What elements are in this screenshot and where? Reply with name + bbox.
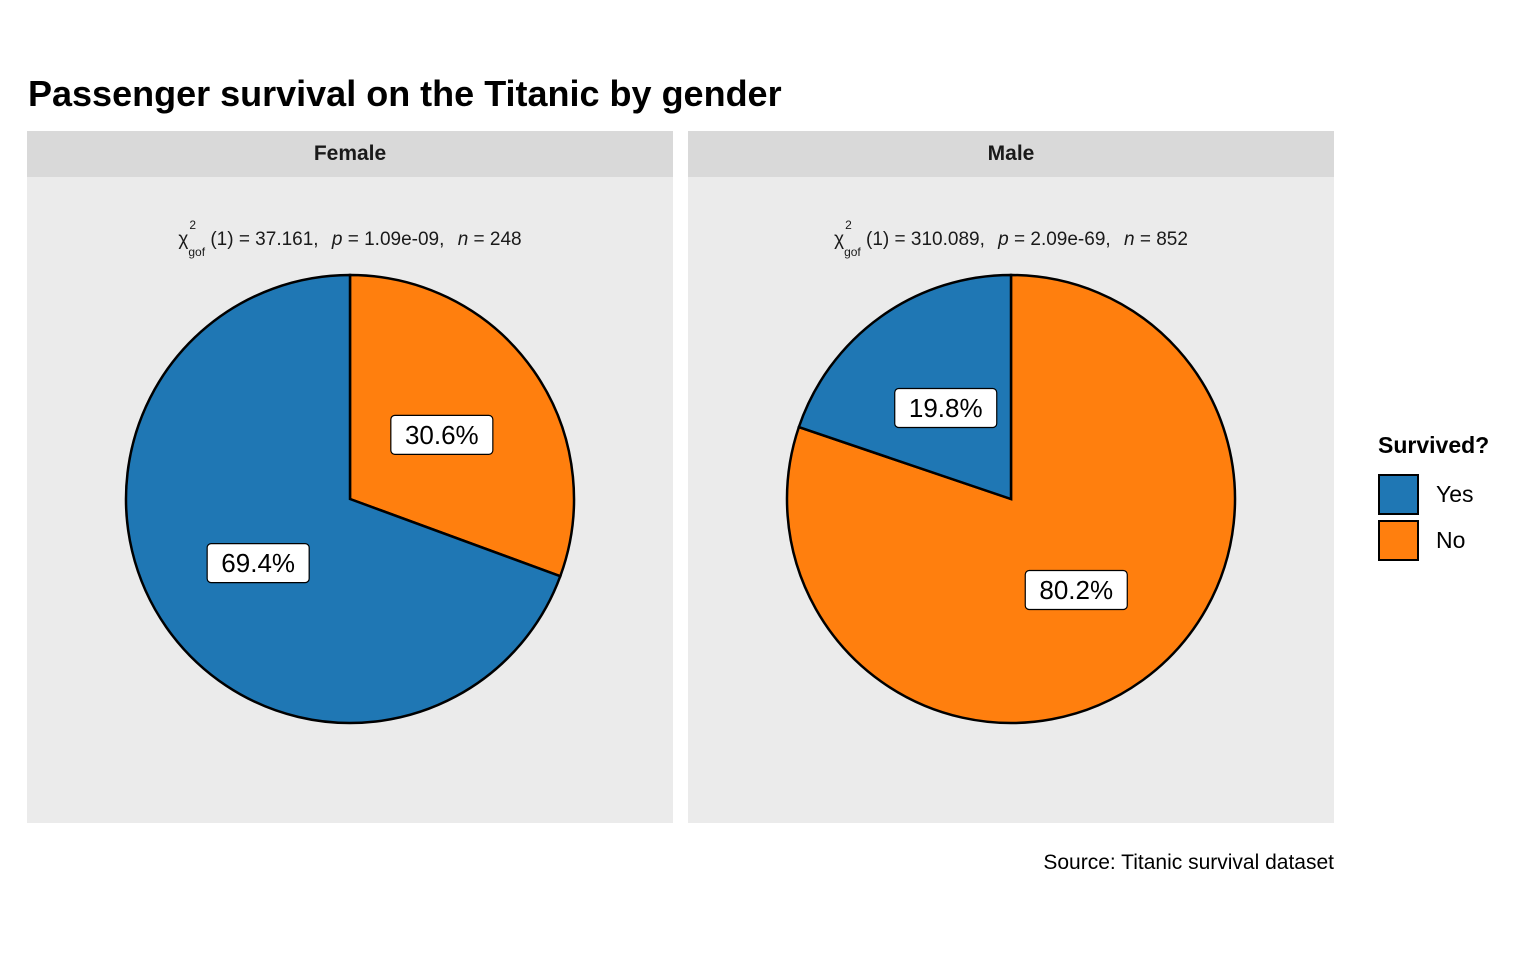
slice-label-yes: 69.4% <box>206 543 310 584</box>
legend-title: Survived? <box>1378 432 1490 458</box>
n-symbol: n <box>1123 229 1135 250</box>
legend-key-yes <box>1378 473 1419 515</box>
chi-value: (1) = 37.161, <box>210 229 319 250</box>
n-symbol: n <box>457 229 469 250</box>
stat-subtitle-male: χ 2 gof (1) = 310.089, p = 2.09e-69, n = 8… <box>688 218 1334 259</box>
chi-symbol: χ 2 gof <box>834 218 861 259</box>
legend-key-no <box>1378 519 1419 561</box>
slice-label-no: 30.6% <box>390 414 494 455</box>
legend-label-no: No <box>1436 526 1466 553</box>
p-symbol: p <box>998 229 1009 250</box>
chi-value: (1) = 310.089, <box>866 229 985 250</box>
facet-panel-female: Female χ 2 gof (1) = 37.161, p = 1.09e-09,… <box>27 131 673 823</box>
slice-label-box <box>1024 569 1128 611</box>
pie-slice-yes <box>797 273 1013 501</box>
chart-title: Passenger survival on the Titanic by gen… <box>28 73 782 114</box>
facet-strip-male: Male <box>688 131 1334 177</box>
slice-label-box <box>894 387 998 429</box>
slice-label-yes: 19.8% <box>894 387 998 429</box>
p-value: = 1.09e-09, <box>347 229 445 250</box>
slice-label-text: 19.8% <box>909 393 983 423</box>
p-value: = 2.09e-69, <box>1014 229 1111 250</box>
slice-label-text: 30.6% <box>405 420 479 450</box>
legend-item-yes: Yes <box>1378 471 1489 517</box>
facet-panel-male: Male χ 2 gof (1) = 310.089, p = 2.09e-69, … <box>688 131 1334 823</box>
slice-label-text: 69.4% <box>221 548 295 578</box>
pie-slice-yes <box>124 273 562 725</box>
slice-label-text: 80.2% <box>1039 575 1113 605</box>
pie-chart-male: 80.2% 19.8% <box>785 273 1237 725</box>
legend-item-no: No <box>1378 517 1489 563</box>
chi-symbol: χ 2 gof <box>178 218 206 259</box>
p-symbol: p <box>331 229 343 250</box>
facet-strip-female: Female <box>27 131 673 177</box>
pie-slice-no <box>785 273 1237 725</box>
legend: Survived? Yes No <box>1378 432 1489 563</box>
slice-label-box <box>206 543 310 584</box>
slice-label-no: 80.2% <box>1024 569 1128 611</box>
pie-chart-female: 30.6% 69.4% <box>124 273 576 725</box>
slice-label-box <box>390 414 494 455</box>
n-value: = 248 <box>473 229 522 250</box>
legend-label-yes: Yes <box>1436 480 1474 507</box>
stat-subtitle-female: χ 2 gof (1) = 37.161, p = 1.09e-09, n = 24… <box>27 218 673 259</box>
source-caption: Source: Titanic survival dataset <box>1043 851 1334 874</box>
n-value: = 852 <box>1139 229 1188 250</box>
